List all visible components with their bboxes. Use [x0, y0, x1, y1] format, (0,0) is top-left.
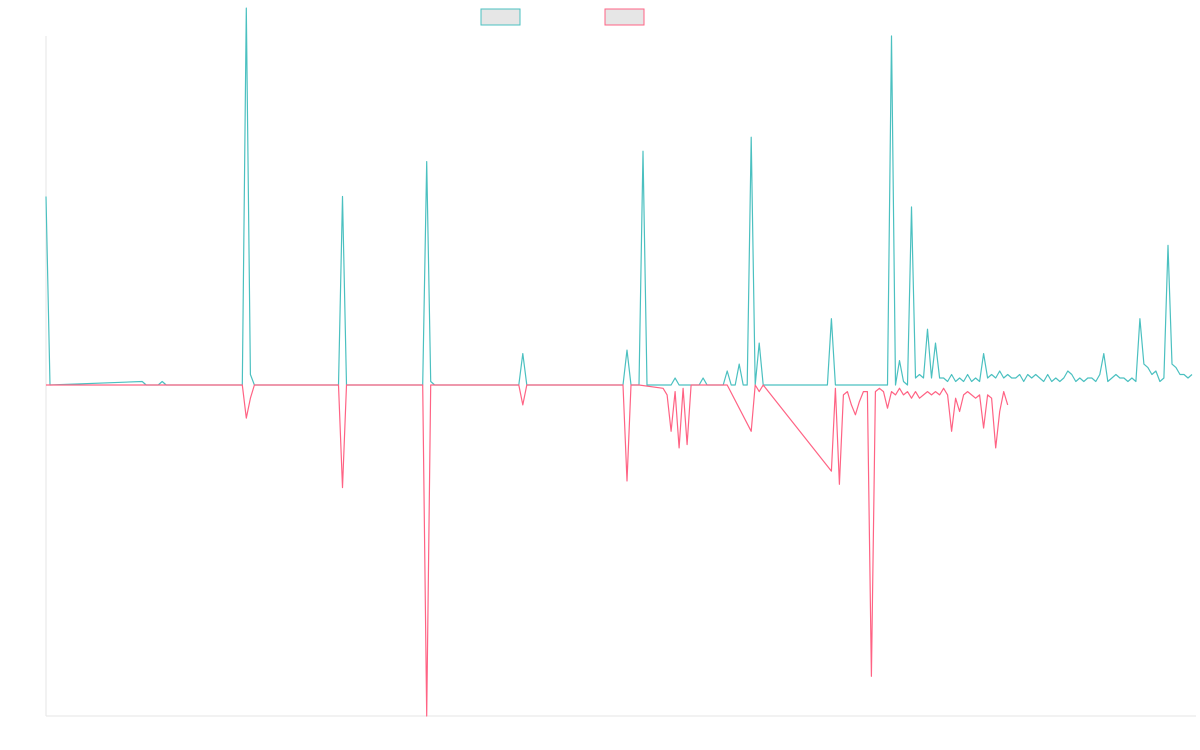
series-line-1	[45, 7, 1193, 386]
legend	[480, 8, 645, 26]
legend-swatch-1[interactable]	[480, 8, 521, 26]
legend-swatch-2[interactable]	[604, 8, 645, 26]
series-layer	[45, 7, 1193, 717]
series-line-2	[46, 384, 1009, 717]
